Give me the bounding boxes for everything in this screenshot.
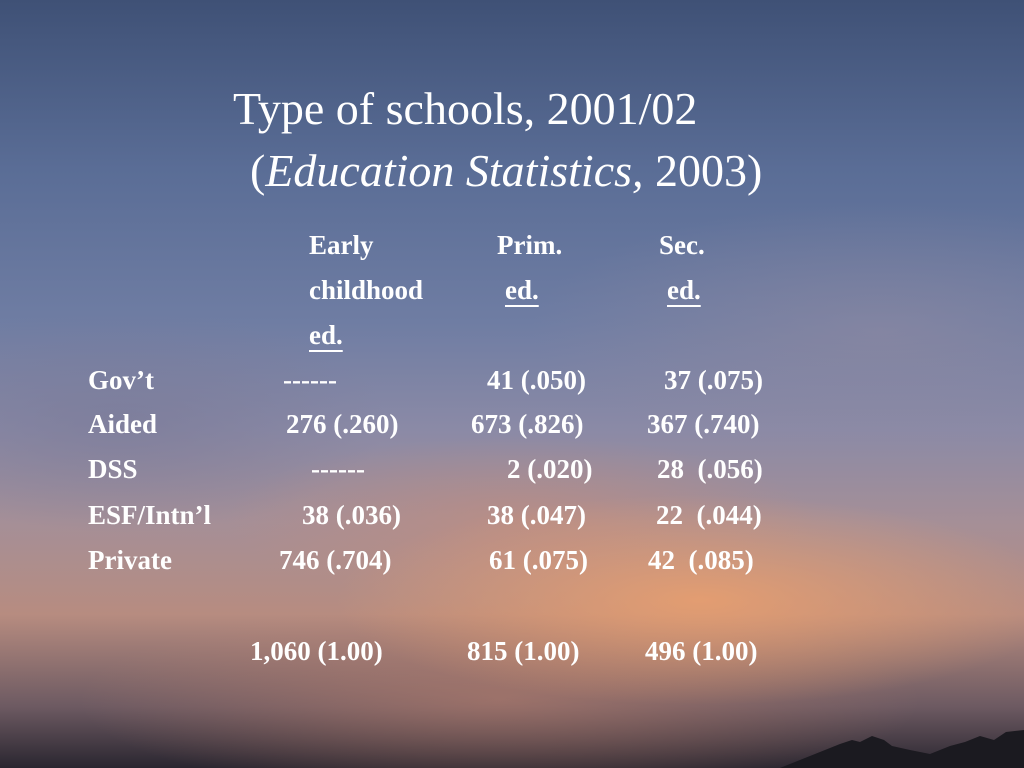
title-source-italic: Education Statistics, (265, 145, 644, 196)
row-label: Aided (88, 409, 158, 439)
total-early: 1,060 (1.00) (250, 636, 383, 666)
title-open-paren: ( (250, 145, 266, 196)
header-sec-line2: ed. (667, 275, 701, 305)
hill-silhouette (780, 730, 1024, 768)
cell-sec: 28 (.056) (657, 454, 763, 484)
title-year: 2003) (643, 145, 763, 196)
row-label: Private (88, 545, 172, 575)
cell-early: ------ (311, 454, 365, 484)
row-label: ESF/Intn’l (88, 500, 212, 530)
header-prim-line2: ed. (505, 275, 539, 305)
row-label: Gov’t (88, 365, 154, 395)
header-prim-line1: Prim. (497, 230, 563, 260)
cell-early: 746 (.704) (279, 545, 392, 575)
cell-sec: 22 (.044) (656, 500, 762, 530)
header-early-line3: ed. (309, 320, 343, 350)
cell-early: ------ (283, 365, 337, 395)
header-early-line1: Early (309, 230, 374, 260)
cell-sec: 37 (.075) (664, 365, 763, 395)
cell-sec: 367 (.740) (647, 409, 760, 439)
cell-early: 38 (.036) (302, 500, 401, 530)
cell-prim: 41 (.050) (487, 365, 586, 395)
row-label: DSS (88, 454, 138, 484)
cell-prim: 61 (.075) (489, 545, 588, 575)
header-sec-line1: Sec. (659, 230, 705, 260)
header-early-line2: childhood (309, 275, 424, 305)
cell-prim: 38 (.047) (487, 500, 586, 530)
total-prim: 815 (1.00) (467, 636, 580, 666)
title-line-2: (Education Statistics, 2003) (250, 140, 762, 202)
cell-sec: 42 (.085) (648, 545, 754, 575)
cell-prim: 2 (.020) (507, 454, 593, 484)
total-sec: 496 (1.00) (645, 636, 758, 666)
cell-early: 276 (.260) (286, 409, 399, 439)
cell-prim: 673 (.826) (471, 409, 584, 439)
title-line-1: Type of schools, 2001/02 (233, 83, 698, 134)
